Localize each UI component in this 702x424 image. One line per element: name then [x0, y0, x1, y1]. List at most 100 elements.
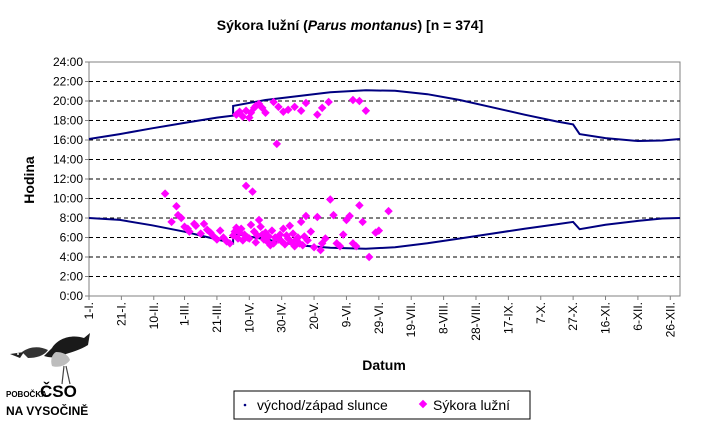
- x-tick-label: 8-VIII.: [437, 302, 451, 334]
- bird-point: [364, 252, 374, 262]
- x-tick-label: 6-XII.: [631, 302, 645, 331]
- y-tick-label: 8:00: [60, 211, 84, 225]
- bird-point: [177, 213, 186, 223]
- bird-point: [246, 220, 256, 230]
- bird-point: [313, 110, 322, 119]
- y-tick-label: 14:00: [53, 153, 83, 167]
- bird-logo-icon: [10, 333, 90, 385]
- bird-point: [274, 102, 283, 112]
- y-tick-label: 4:00: [60, 250, 84, 264]
- bird-point: [361, 106, 371, 115]
- bird-point: [355, 96, 364, 106]
- bird-point: [225, 239, 235, 248]
- x-tick-label: 17-IX.: [501, 302, 515, 334]
- y-tick-label: 0:00: [60, 289, 84, 303]
- bird-point: [196, 229, 205, 238]
- bird-point: [296, 106, 306, 115]
- bird-point: [269, 97, 278, 107]
- bird-point: [335, 242, 345, 251]
- legend: východ/západ slunce Sýkora lužní: [233, 390, 531, 420]
- x-tick-label: 10-IV.: [242, 302, 256, 333]
- sunrise-line: [88, 217, 681, 250]
- bird-point: [351, 242, 361, 251]
- bird-point: [317, 103, 327, 113]
- bird-point: [238, 112, 248, 121]
- bird-points: [160, 95, 393, 262]
- bird-point: [283, 105, 293, 115]
- y-axis: 24:00 22:00 20:00 18:00 16:00 14:00 12:00 10:00…: [53, 55, 89, 303]
- sun-lines: [88, 89, 681, 250]
- x-tick-label: 21-III.: [210, 302, 224, 333]
- legend-label-bird: Sýkora lužní: [433, 397, 510, 413]
- bird-point: [160, 189, 170, 198]
- x-tick-label: 28-VIII.: [469, 302, 483, 341]
- x-tick-label: 1-I.: [82, 302, 96, 319]
- bird-point: [324, 97, 333, 107]
- bird-point: [215, 226, 225, 235]
- sunset-line: [88, 89, 681, 143]
- bird-point: [236, 224, 246, 233]
- chart-title: Sýkora lužní (Parus montanus) [n = 374]: [217, 17, 483, 33]
- bird-point: [261, 108, 270, 117]
- bird-point: [279, 224, 288, 233]
- x-axis-label: Datum: [362, 357, 406, 373]
- bird-point: [338, 230, 348, 239]
- bird-point: [275, 230, 285, 239]
- bird-point: [355, 201, 364, 210]
- bird-point: [296, 217, 306, 227]
- bird-point: [348, 95, 358, 105]
- bird-point: [298, 241, 307, 250]
- bird-point: [345, 211, 354, 221]
- bird-point: [384, 206, 393, 216]
- legend-label-sun: východ/západ slunce: [257, 397, 388, 413]
- y-tick-label: 6:00: [60, 231, 84, 245]
- bird-point: [313, 212, 322, 222]
- bird-point: [254, 215, 264, 225]
- y-tick-label: 12:00: [53, 172, 83, 186]
- bird-point: [309, 243, 319, 252]
- bird-point: [185, 227, 194, 236]
- bird-point: [280, 240, 290, 249]
- x-tick-label: 1-III.: [178, 302, 192, 326]
- legend-scatter-marker: [418, 399, 428, 409]
- bird-point: [248, 187, 257, 196]
- x-tick-label: 9-VI.: [339, 302, 353, 327]
- bird-point: [264, 232, 273, 241]
- bird-point: [306, 227, 316, 236]
- y-axis-label: Hodina: [21, 156, 37, 204]
- bird-point: [316, 245, 325, 255]
- x-tick-label: 19-VII.: [404, 302, 418, 337]
- x-tick-label: 7-X.: [534, 302, 548, 324]
- bird-point: [245, 234, 254, 243]
- bird-point: [321, 234, 330, 243]
- bird-point: [272, 139, 282, 149]
- bird-point: [212, 235, 222, 244]
- bird-point: [329, 210, 338, 220]
- bird-point: [301, 211, 311, 221]
- logo-text-cso: ČSO: [40, 382, 77, 401]
- gridlines: [89, 81, 680, 277]
- legend-line-marker: [243, 403, 247, 407]
- logo-text-branch: POBOČKA: [6, 390, 47, 399]
- bird-point: [358, 217, 367, 227]
- bird-point: [191, 221, 201, 231]
- bird-point: [374, 226, 384, 235]
- y-tick-label: 22:00: [53, 75, 83, 89]
- x-tick-label: 10-II.: [147, 302, 161, 329]
- x-tick-label: 27-X.: [566, 302, 580, 331]
- bird-point: [241, 181, 251, 191]
- x-tick-label: 20-V.: [307, 302, 321, 330]
- x-tick-label: 26-XII.: [663, 302, 677, 337]
- y-tick-label: 10:00: [53, 192, 83, 206]
- bird-point: [167, 217, 176, 227]
- logo-text-region: NA VYSOČINĚ: [6, 404, 89, 418]
- bird-point: [285, 221, 295, 231]
- x-tick-label: 21-I.: [114, 302, 128, 326]
- bird-point: [199, 219, 209, 229]
- bird-point: [172, 202, 181, 211]
- y-tick-label: 18:00: [53, 114, 83, 128]
- x-axis: 1-I. 21-I. 10-II. 1-III. 21-III. 10-IV. 30-IV.…: [82, 296, 677, 341]
- y-tick-label: 16:00: [53, 133, 83, 147]
- bird-point: [303, 236, 312, 245]
- x-tick-label: 16-XI.: [599, 302, 613, 334]
